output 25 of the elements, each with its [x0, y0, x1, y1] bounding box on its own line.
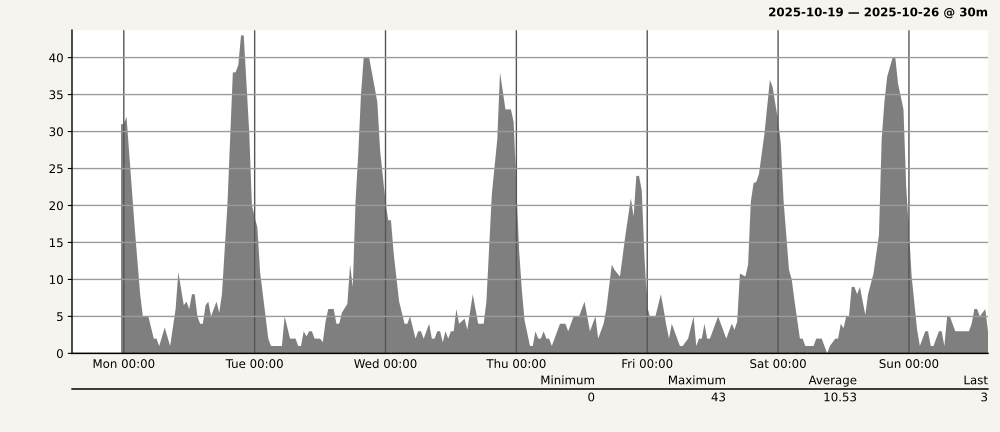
- y-tick-label: 20: [50, 201, 63, 210]
- x-tick-label: Sun 00:00: [880, 359, 938, 368]
- text: 10.53: [824, 392, 856, 402]
- y-tick-label: 30: [50, 127, 63, 136]
- y-tick-label: 35: [50, 90, 63, 100]
- text: 3: [981, 392, 988, 402]
- text: Average: [808, 376, 856, 387]
- y-tick-label: 0: [56, 349, 63, 358]
- y-tick-label: 40: [49, 53, 63, 62]
- text: 43: [712, 392, 726, 402]
- text: Last: [964, 376, 988, 384]
- x-tick-label: Fri 00:00: [622, 358, 672, 368]
- x-tick-label: Tue 00:00: [226, 359, 283, 368]
- y-tick-label: 25: [50, 164, 63, 174]
- text: Maximum: [668, 375, 725, 384]
- x-tick-label: Mon 00:00: [94, 359, 154, 368]
- y-tick-label: 10: [50, 275, 63, 284]
- x-tick-label: Thu 00:00: [486, 358, 546, 368]
- x-tick-label: Sat 00:00: [750, 359, 806, 368]
- y-tick-label: 15: [50, 238, 63, 248]
- text: Minimum: [541, 375, 594, 384]
- x-tick-label: Wed 00:00: [354, 358, 416, 368]
- chart-subtitle: 2025-10-19 — 2025-10-26 @ 30m: [769, 7, 988, 18]
- text: 0: [588, 392, 594, 402]
- y-tick-label: 5: [57, 312, 63, 322]
